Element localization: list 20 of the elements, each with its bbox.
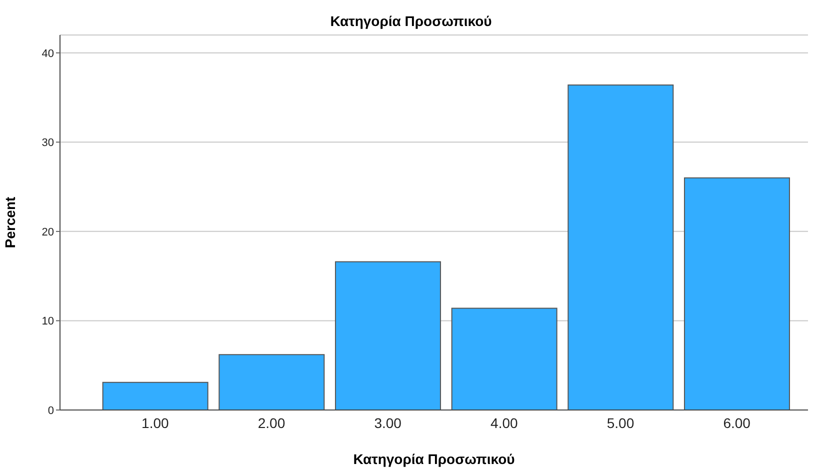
bar: [218, 354, 325, 410]
bar: [102, 382, 208, 410]
y-tick-label: 0: [48, 404, 54, 417]
y-tick-label: 40: [42, 48, 54, 60]
bar: [451, 308, 558, 410]
x-tick-label: 3.00: [374, 414, 402, 431]
chart-title: Κατηγορία Προσωπικού: [329, 13, 493, 29]
x-axis-title: Κατηγορία Προσωπικού: [353, 451, 515, 467]
x-tick-label: 2.00: [258, 414, 286, 431]
bar: [568, 84, 674, 410]
y-axis-title: Percent: [2, 196, 18, 248]
x-tick-label: 6.00: [723, 414, 751, 431]
x-tick-label: 1.00: [142, 414, 170, 431]
bar: [334, 261, 441, 410]
y-tick-label: 10: [42, 316, 54, 328]
x-tick-label: 5.00: [606, 414, 634, 431]
y-tick-label: 20: [42, 226, 54, 238]
bar: [684, 177, 790, 410]
y-tick-label: 30: [42, 137, 54, 150]
x-tick-label: 4.00: [490, 414, 518, 431]
